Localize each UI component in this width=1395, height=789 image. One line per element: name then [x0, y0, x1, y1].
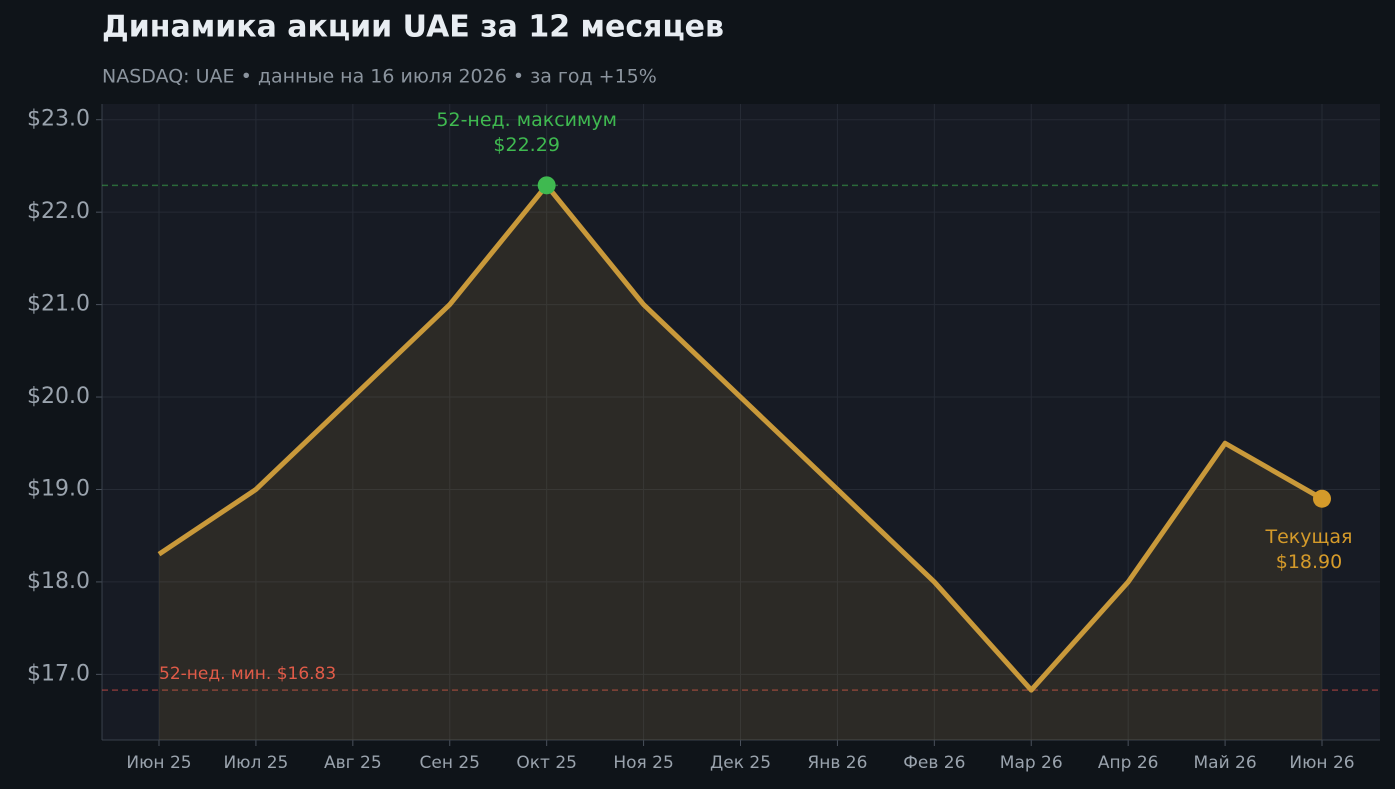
peak-point — [537, 176, 556, 195]
chart-subtitle: NASDAQ: UAE • данные на 16 июля 2026 • з… — [102, 66, 657, 88]
x-tick-label: Авг 25 — [324, 753, 382, 773]
x-tick-label: Сен 25 — [420, 753, 480, 773]
peak-title: 52-нед. максимум — [436, 109, 617, 131]
x-tick-label: Апр 26 — [1098, 753, 1159, 773]
x-tick-label: Июн 25 — [126, 753, 191, 773]
x-tick-label: Мар 26 — [1000, 753, 1063, 773]
y-tick-label: $21.0 — [27, 292, 90, 317]
y-tick-label: $19.0 — [27, 476, 90, 501]
current-label: $18.90 — [1276, 551, 1342, 573]
x-tick-label: Ноя 25 — [613, 753, 673, 773]
x-tick-label: Янв 26 — [807, 753, 867, 773]
x-tick-label: Май 26 — [1193, 753, 1256, 773]
y-tick-label: $18.0 — [27, 569, 90, 594]
current-title: Текущая — [1265, 526, 1353, 548]
y-tick-label: $23.0 — [27, 107, 90, 132]
y-tick-label: $20.0 — [27, 384, 90, 409]
x-tick-label: Дек 25 — [710, 753, 771, 773]
peak-label: $22.29 — [493, 134, 559, 156]
x-tick-label: Июн 26 — [1289, 753, 1354, 773]
area — [159, 185, 1322, 741]
y-tick-label: $17.0 — [27, 661, 90, 686]
chart-title: Динамика акции UAE за 12 месяцев — [102, 10, 724, 45]
y-tick-label: $22.0 — [27, 199, 90, 224]
reference-label: 52-нед. мин. $16.83 — [159, 664, 336, 684]
current-point — [1313, 489, 1331, 508]
x-tick-label: Фев 26 — [903, 753, 965, 773]
x-tick-label: Окт 25 — [516, 753, 577, 773]
line — [157, 182, 1324, 693]
x-tick-label: Июл 25 — [223, 753, 288, 773]
